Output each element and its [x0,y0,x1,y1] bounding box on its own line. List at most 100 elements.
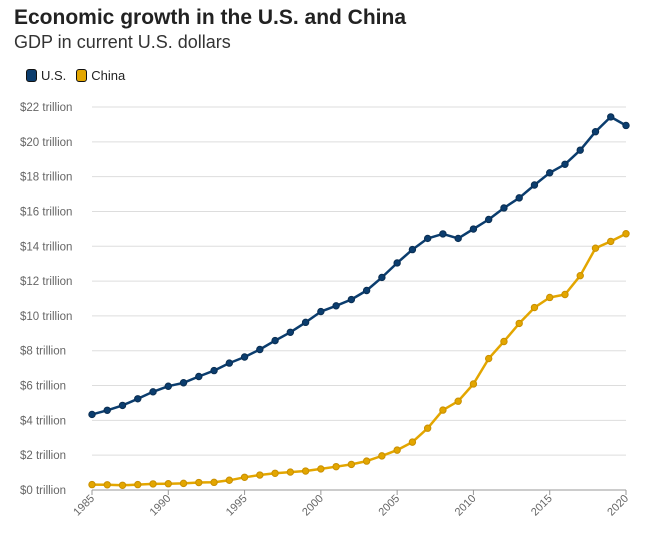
legend-label-us: U.S. [41,68,67,83]
data-point-china [134,480,142,489]
data-point-us [622,121,630,130]
data-point-china [454,397,462,405]
data-point-china [347,460,356,469]
legend-swatch-us [26,69,37,82]
y-tick-label: $4 trillion [20,415,66,427]
data-point-china [362,457,371,465]
data-point-china [591,244,600,252]
data-point-china [576,271,584,280]
data-point-us [378,273,386,282]
data-point-us [515,194,523,202]
y-tick-label: $6 trillion [20,381,66,393]
data-point-us [240,353,249,361]
data-point-china [286,468,295,476]
x-tick-label: 2010 [453,493,479,519]
data-point-china [225,476,234,484]
data-point-china [561,290,569,299]
data-point-china [332,462,340,471]
data-point-china [179,479,188,488]
y-tick-label: $14 trillion [20,241,72,253]
y-tick-label: $2 trillion [20,450,66,462]
data-point-china [301,467,310,475]
data-point-us [439,230,447,238]
data-point-china [149,480,157,488]
y-tick-label: $20 trillion [20,137,72,149]
data-point-us [134,395,142,403]
y-tick-label: $22 trillion [20,102,72,114]
data-point-us [591,128,600,136]
data-point-us [393,259,401,267]
x-tick-label: 1990 [148,493,174,519]
data-point-china [469,380,478,388]
data-point-china [164,480,172,488]
data-point-us [423,234,432,243]
legend-item-china: China [76,68,125,83]
data-point-china [88,480,96,489]
x-tick-label: 2005 [376,493,402,519]
x-tick-label: 1995 [224,493,250,519]
legend-label-china: China [91,68,126,83]
data-point-us [469,225,478,233]
y-tick-label: $12 trillion [20,276,72,288]
y-tick-label: $8 trillion [20,346,66,358]
data-point-china [118,481,127,489]
data-point-us [225,359,234,367]
data-point-china [607,237,615,246]
series-line-us [90,115,628,416]
data-point-china [439,406,447,414]
data-point-us [561,160,569,168]
chart-title: Economic growth in the U.S. and China [14,6,407,29]
data-point-us [286,328,295,336]
data-point-us [530,181,539,189]
data-point-china [378,452,386,460]
y-tick-label: $0 trillion [20,485,66,497]
data-point-china [622,230,630,238]
y-tick-label: $18 trillion [20,172,72,184]
data-point-us [500,204,508,212]
data-point-china [408,438,417,446]
data-point-us [332,302,340,310]
data-point-us [149,388,157,396]
data-point-us [607,113,615,121]
data-point-us [118,401,127,410]
data-point-us [103,406,111,414]
data-point-china [103,481,111,489]
data-point-china [500,337,508,346]
y-tick-label: $10 trillion [20,311,72,323]
data-point-us [88,410,96,419]
data-point-us [484,215,493,224]
data-point-us [362,286,371,295]
data-point-us [164,382,172,390]
chart-subtitle: GDP in current U.S. dollars [14,32,231,52]
data-point-us [454,234,462,243]
data-point-us [347,295,356,304]
data-point-china [393,446,401,454]
data-point-us [179,379,188,387]
data-point-china [515,319,523,328]
y-tick-label: $16 trillion [20,206,72,218]
data-point-china [271,469,279,477]
data-point-us [317,307,325,316]
data-point-us [271,336,279,345]
data-point-china [240,473,249,481]
series-line-china [90,232,628,487]
data-point-china [530,303,539,312]
data-point-us [256,345,264,354]
data-point-china [546,293,554,302]
data-point-china [256,471,264,479]
data-point-us [576,146,584,154]
data-point-us [195,372,203,381]
data-point-us [210,366,218,375]
data-point-china [195,478,203,487]
x-tick-label: 1985 [71,493,97,519]
data-point-us [408,245,417,254]
data-point-us [546,169,554,177]
x-tick-label: 2000 [300,493,326,519]
data-point-china [484,354,493,363]
legend-swatch-china [76,69,88,82]
legend-item-us: U.S. [26,68,66,83]
x-tick-label: 2015 [529,493,555,519]
x-tick-label: 2020 [605,493,631,519]
data-point-us [301,318,310,327]
